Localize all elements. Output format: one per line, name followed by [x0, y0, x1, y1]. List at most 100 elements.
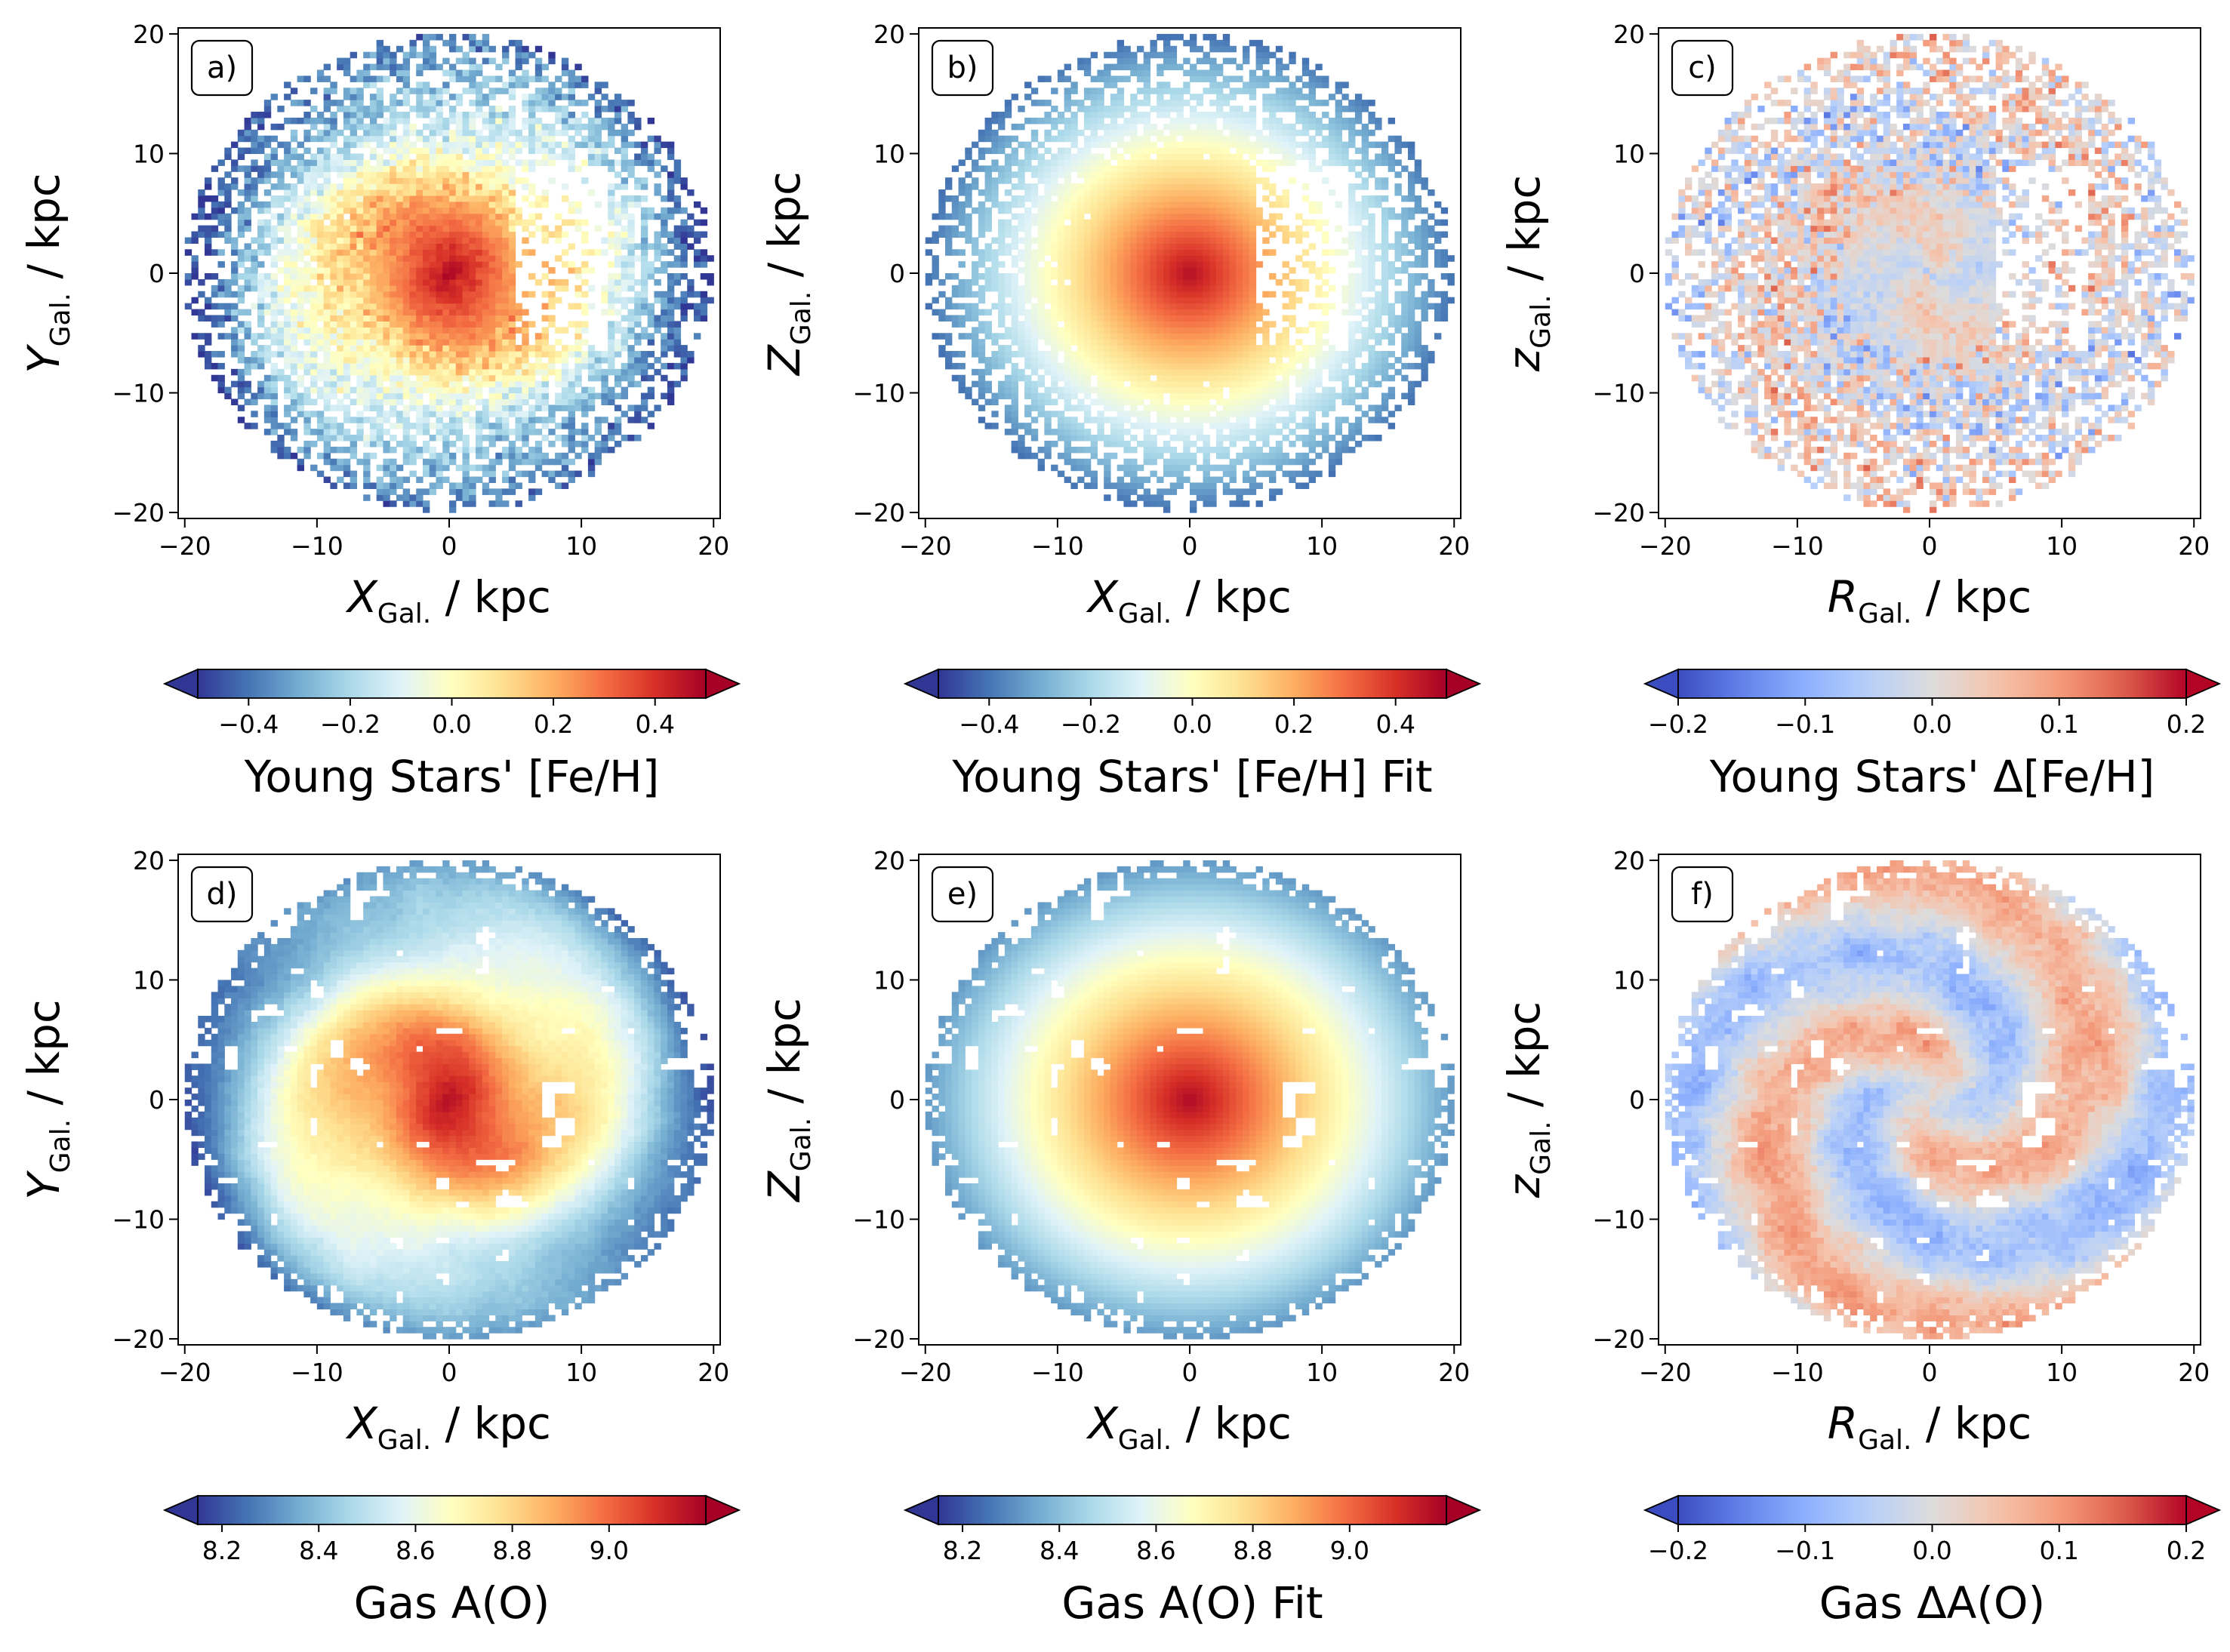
heatmap-cell: [621, 297, 629, 304]
heatmap-cell: [1051, 327, 1058, 334]
heatmap-cell: [422, 315, 430, 322]
heatmap-cell: [515, 45, 522, 53]
heatmap-cell: [1044, 100, 1052, 106]
heatmap-cell: [402, 440, 411, 448]
heatmap-cell: [1064, 267, 1071, 274]
heatmap-cell: [390, 500, 397, 507]
heatmap-cell: [687, 213, 695, 220]
heatmap-cell: [462, 183, 470, 190]
heatmap-cell: [376, 129, 384, 137]
heatmap-cell: [1097, 165, 1104, 172]
heatmap-cell: [1030, 237, 1039, 244]
heatmap-cell: [1123, 207, 1131, 214]
heatmap-cell: [383, 183, 390, 190]
heatmap-cell: [476, 417, 483, 423]
heatmap-cell: [1110, 380, 1118, 388]
heatmap-cell: [1064, 183, 1071, 190]
heatmap-cell: [356, 117, 364, 125]
heatmap-cell: [442, 135, 450, 143]
y-axis-symbol: Y: [18, 343, 69, 374]
heatmap-cell: [991, 201, 999, 208]
heatmap-cell: [343, 380, 351, 388]
heatmap-cell: [1097, 237, 1104, 244]
heatmap-cell: [409, 333, 417, 340]
heatmap-cell: [277, 219, 285, 226]
heatmap-cell: [257, 278, 265, 286]
heatmap-cell: [627, 297, 635, 304]
heatmap-cell: [476, 411, 483, 417]
heatmap-cell: [316, 452, 325, 460]
heatmap-cell: [1136, 147, 1144, 155]
heatmap-cell: [548, 141, 556, 149]
heatmap-cell: [1090, 339, 1098, 346]
heatmap-cell: [1090, 345, 1098, 352]
heatmap-cell: [700, 261, 708, 268]
heatmap-cell: [1117, 356, 1125, 364]
heatmap-cell: [284, 189, 291, 196]
heatmap-cell: [978, 297, 986, 304]
heatmap-cell: [1077, 237, 1085, 244]
heatmap-cell: [938, 291, 946, 298]
heatmap-cell: [237, 153, 245, 160]
heatmap-cell: [621, 231, 629, 238]
heatmap-cell: [323, 345, 331, 352]
heatmap-cell: [290, 362, 298, 370]
heatmap-cell: [290, 309, 298, 316]
heatmap-cell: [1070, 225, 1078, 232]
heatmap-cell: [462, 345, 470, 352]
heatmap-cell: [1090, 106, 1098, 112]
panel-tag-text: a): [207, 51, 237, 85]
heatmap-cell: [449, 374, 457, 382]
heatmap-cell: [991, 398, 999, 405]
heatmap-cell: [436, 123, 443, 131]
heatmap-cell: [462, 327, 470, 334]
heatmap-cell: [522, 219, 529, 226]
heatmap-cell: [363, 380, 371, 388]
heatmap-cell: [316, 470, 325, 478]
heatmap-cell: [621, 153, 629, 160]
heatmap-cell: [462, 392, 470, 400]
heatmap-cell: [205, 297, 212, 304]
heatmap-cell: [488, 141, 496, 149]
heatmap-cell: [991, 333, 999, 340]
heatmap-cell: [224, 225, 232, 232]
heatmap-cell: [568, 429, 575, 435]
heatmap-cell: [508, 189, 516, 196]
heatmap-cell: [640, 278, 648, 286]
heatmap-cell: [416, 368, 424, 376]
heatmap-cell: [1130, 285, 1138, 292]
heatmap-cell: [574, 123, 582, 131]
heatmap-cell: [476, 362, 483, 370]
heatmap-cell: [297, 243, 304, 250]
heatmap-cell: [224, 309, 232, 316]
heatmap-cell: [634, 183, 642, 190]
heatmap-cell: [462, 315, 470, 322]
heatmap-cell: [1030, 339, 1039, 346]
heatmap-cell: [1077, 380, 1085, 388]
heatmap-cell: [231, 327, 239, 334]
heatmap-cell: [581, 111, 589, 118]
heatmap-cell: [449, 165, 457, 172]
heatmap-cell: [469, 153, 476, 160]
heatmap-cell: [396, 285, 404, 292]
heatmap-cell: [1143, 446, 1151, 454]
heatmap-cell: [257, 351, 265, 358]
heatmap-cell: [251, 333, 258, 340]
heatmap-cell: [277, 333, 285, 340]
heatmap-cell: [337, 321, 344, 328]
heatmap-cell: [449, 380, 457, 388]
heatmap-cell: [1150, 440, 1157, 448]
heatmap-cell: [614, 255, 622, 262]
heatmap-cell: [555, 231, 562, 238]
heatmap-cell: [356, 171, 364, 178]
heatmap-cell: [1051, 333, 1058, 340]
heatmap-cell: [402, 195, 411, 202]
heatmap-cell: [402, 213, 411, 220]
heatmap-cell: [1104, 470, 1111, 478]
heatmap-cell: [363, 398, 371, 405]
heatmap-cell: [376, 267, 384, 274]
heatmap-cell: [1130, 368, 1138, 376]
heatmap-cell: [383, 267, 390, 274]
heatmap-cell: [488, 249, 496, 256]
heatmap-cell: [237, 405, 245, 411]
